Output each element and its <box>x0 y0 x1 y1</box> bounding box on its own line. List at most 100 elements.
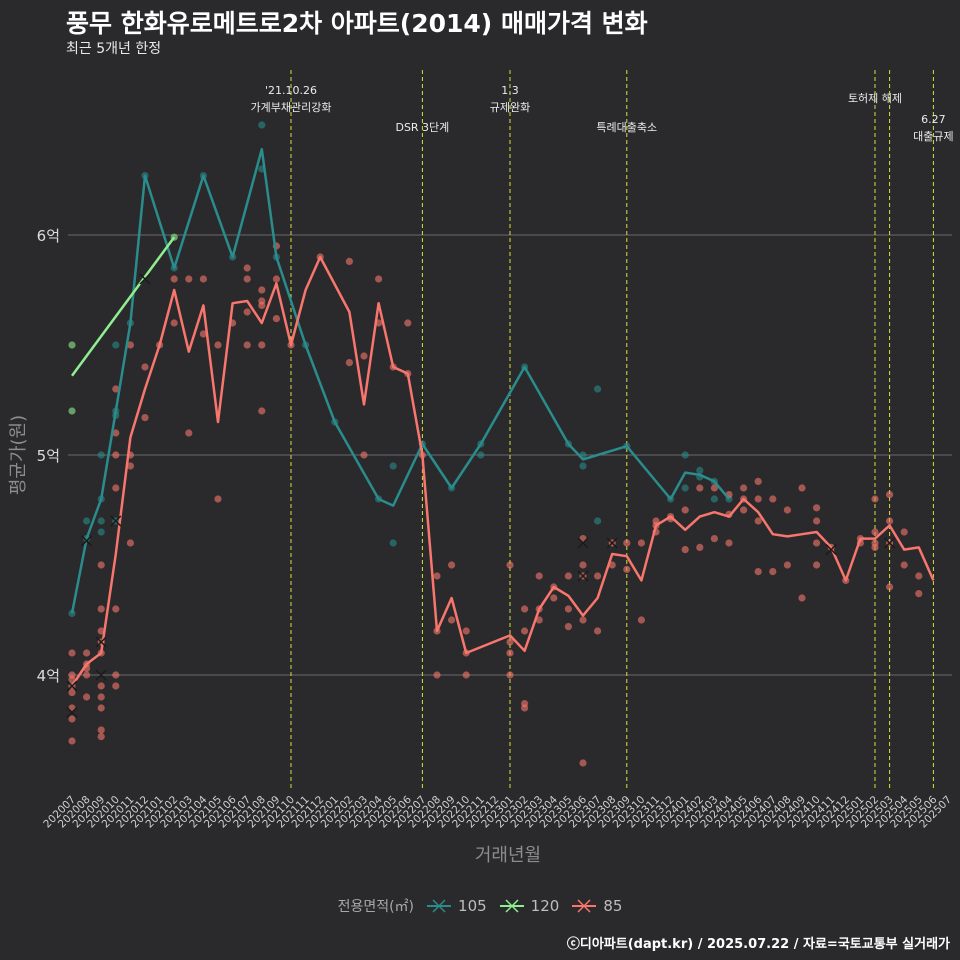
cross-85 <box>606 537 618 549</box>
point-85 <box>769 568 777 576</box>
point-85 <box>506 671 514 679</box>
point-105 <box>83 517 91 525</box>
point-85 <box>696 543 704 552</box>
point-85 <box>550 594 558 602</box>
point-85 <box>97 733 105 741</box>
point-105 <box>97 517 105 525</box>
event-label: 6.27 <box>921 113 946 126</box>
event-label: 대출규제 <box>913 130 953 143</box>
legend-item-85: 85 <box>571 897 622 915</box>
point-85 <box>258 301 266 309</box>
point-85 <box>112 385 120 393</box>
point-85 <box>112 451 120 459</box>
point-85 <box>170 275 178 283</box>
point-85 <box>360 451 368 459</box>
point-105 <box>97 451 105 459</box>
cross-markers <box>66 273 896 718</box>
point-85 <box>345 359 353 367</box>
point-85 <box>214 495 222 503</box>
point-85 <box>521 627 529 635</box>
point-85 <box>141 414 149 422</box>
point-85 <box>462 627 470 635</box>
legend: 전용면적(㎡) 105 120 85 <box>0 896 960 916</box>
point-85 <box>623 565 631 574</box>
point-85 <box>243 341 251 349</box>
point-85 <box>813 517 821 525</box>
legend-label-85: 85 <box>603 897 623 915</box>
legend-swatch-120 <box>499 899 524 913</box>
point-85 <box>126 462 134 470</box>
cross-85 <box>66 680 78 692</box>
point-120 <box>68 341 76 349</box>
point-85 <box>754 477 762 485</box>
cross-105 <box>110 515 122 527</box>
y-tick-label: 4억 <box>37 667 60 685</box>
point-85 <box>243 275 251 283</box>
point-85 <box>126 341 134 349</box>
point-85 <box>871 495 879 503</box>
point-105 <box>477 451 485 459</box>
point-85 <box>345 257 353 265</box>
point-85 <box>272 315 280 323</box>
cross-85 <box>95 669 107 681</box>
point-85 <box>564 605 573 613</box>
cross-85 <box>66 706 78 718</box>
legend-label-120: 120 <box>530 897 560 915</box>
point-85 <box>886 491 894 499</box>
point-85 <box>97 682 105 690</box>
point-85 <box>871 528 879 536</box>
point-85 <box>185 275 193 283</box>
point-85 <box>740 484 748 492</box>
point-85 <box>68 649 76 657</box>
event-label: DSR 3단계 <box>395 121 449 134</box>
point-85 <box>258 407 266 415</box>
cross-85 <box>577 537 589 549</box>
point-85 <box>900 528 908 536</box>
data-points <box>68 121 923 767</box>
axes: 4억5억6억2020072020082020092020102020112020… <box>37 227 954 830</box>
point-85 <box>112 682 120 690</box>
point-85 <box>506 649 514 657</box>
point-105 <box>696 466 704 474</box>
point-85 <box>681 506 689 514</box>
legend-swatch-105 <box>427 899 452 913</box>
point-85 <box>594 572 602 580</box>
point-85 <box>915 590 923 598</box>
point-85 <box>170 319 178 327</box>
point-85 <box>214 341 222 349</box>
point-85 <box>258 286 266 294</box>
point-85 <box>199 275 207 283</box>
point-85 <box>448 616 456 624</box>
point-85 <box>433 671 441 679</box>
point-105 <box>594 517 602 525</box>
point-85 <box>68 715 76 723</box>
point-85 <box>535 572 543 580</box>
point-105 <box>389 462 397 470</box>
point-85 <box>360 352 368 360</box>
point-85 <box>798 484 806 492</box>
point-85 <box>769 495 777 503</box>
point-85 <box>813 504 821 512</box>
event-label: 1.3 <box>501 84 519 97</box>
point-85 <box>521 704 529 712</box>
event-label: 토허제 해제 <box>848 91 902 105</box>
point-85 <box>886 583 894 591</box>
point-85 <box>754 568 762 576</box>
y-tick-label: 5억 <box>37 447 60 465</box>
point-85 <box>126 539 134 547</box>
series-line-120 <box>70 236 176 377</box>
point-85 <box>710 535 719 543</box>
point-85 <box>243 264 251 272</box>
point-85 <box>97 693 105 701</box>
legend-swatch-85 <box>572 899 597 913</box>
point-85 <box>185 429 193 437</box>
point-85 <box>112 671 120 679</box>
cross-85 <box>139 273 151 285</box>
point-85 <box>623 539 631 547</box>
point-85 <box>521 605 529 613</box>
series-lines <box>70 147 935 687</box>
point-85 <box>564 572 573 580</box>
point-85 <box>272 275 280 283</box>
